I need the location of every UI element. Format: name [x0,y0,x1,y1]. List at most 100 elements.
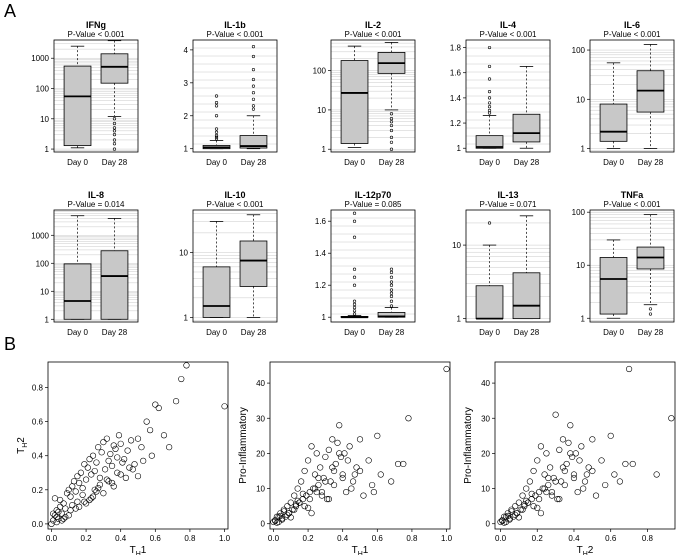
iqr-box [599,103,628,142]
scatter-point [91,467,98,475]
scatter-point [329,436,336,443]
scatter-point [86,496,93,504]
scatter-point [559,436,567,443]
y-tick-label: 1 [45,145,50,154]
scatter-point [622,460,629,468]
scatter-point [82,476,90,483]
outlier-point [389,128,394,133]
scatter-point [72,488,79,495]
scatter-point [299,496,306,503]
y-tick-label: 10 [576,95,585,104]
boxplot-il-4: IL-4P-Value < 0.001 1 1.2 1.4 1.6 1.8 Day 0 Day… [450,20,551,167]
iqr-box [239,240,268,287]
y-tick-label: 1.4 [315,249,327,258]
gridlines [331,217,415,323]
scatter-point [311,485,319,492]
scatter-point [315,474,322,482]
iqr-box [340,60,369,144]
outlier-point [352,275,357,279]
chart-subtitle: P-Value = 0.085 [344,200,402,209]
scatter-point [96,474,104,481]
outlier-point [214,137,219,141]
outlier-point [352,267,357,271]
x-category-label: Day 0 [344,158,365,167]
y-axis-label-main: Pro-Inflammatory [238,407,249,484]
outlier-point [389,294,394,299]
scatter-point [625,365,633,373]
scatter-point [541,485,548,492]
scatter-point [535,488,543,496]
scatter-point [351,471,358,478]
iqr-box [475,285,504,320]
scatter-point [105,478,112,485]
scatter-point [330,467,338,475]
scatter-point [270,518,277,526]
scatter-point [81,461,88,468]
outlier-point [389,135,394,139]
x-axis-label: TH2 [577,545,594,555]
scatter-point [341,450,348,457]
scatter-point [629,460,636,468]
scatter-point [57,496,64,504]
scatter-point [339,474,346,482]
y-tick-label: 10 [40,287,49,296]
scatter-point [400,460,407,468]
scatter-point [611,471,618,478]
scatter-point [308,510,315,517]
y-tick-label: 1.2 [315,281,327,290]
scatter-point [589,467,596,475]
y-tick-label: 1 [184,145,189,154]
scatter-point [50,517,57,524]
scatter-point [72,505,79,512]
scatter-point [377,471,384,478]
box-day28 [377,42,406,151]
chart-title: IL-12p70 [355,190,392,200]
scatter-point [548,492,556,499]
scatter-point [110,442,117,449]
boxplot-il-1b: IL-1bP-Value < 0.001 1 2 3 4 Day 0 Day 28 [184,20,278,167]
box-day28 [512,215,541,320]
plot-frame [465,39,551,153]
scatter-point [315,481,322,489]
y-tick-label: 1000 [31,231,49,240]
chart-subtitle: P-Value = 0.071 [479,200,537,209]
scatter-point [107,450,114,458]
outlier-point [112,142,117,146]
outlier-point [389,283,394,287]
outlier-point [352,312,357,316]
scatter-point [336,450,343,457]
scatter-point [140,457,147,464]
plot-frame [192,39,278,153]
scatter-point [556,496,563,503]
x-axis-label: TH1 [130,545,147,555]
scatter-point [299,490,306,497]
scatter-point [221,403,228,410]
outlier-point [389,112,394,116]
scatter-point [69,502,76,509]
plot-frame [589,209,675,323]
scatter-point [668,415,675,422]
scatter-point [117,471,124,478]
scatter-point [115,432,123,439]
boxplot-il-2: IL-2P-Value < 0.001 1 10 100 Day 0 Day 28 [313,20,416,167]
outlier-point [389,267,394,271]
scatter-point [51,495,59,502]
scatter-point [89,493,97,500]
scatter-point [100,490,107,497]
scatter-point [348,485,355,492]
chart-title: IL-1b [224,20,246,30]
scatter-point [172,398,180,405]
chart-subtitle: P-Value < 0.001 [344,30,402,39]
y-tick-label: 1 [581,314,586,323]
scatter-point [567,450,574,457]
x-category-label: Day 0 [67,328,88,337]
scatter-point [513,510,521,517]
scatter-point [121,456,128,463]
scatter-point [561,467,568,475]
scatter-point [521,501,528,508]
outlier-point [112,129,117,133]
box-day28 [636,44,665,149]
chart-subtitle: P-Value < 0.001 [479,30,537,39]
scatter-point [325,496,332,503]
scatter-point [592,492,600,499]
